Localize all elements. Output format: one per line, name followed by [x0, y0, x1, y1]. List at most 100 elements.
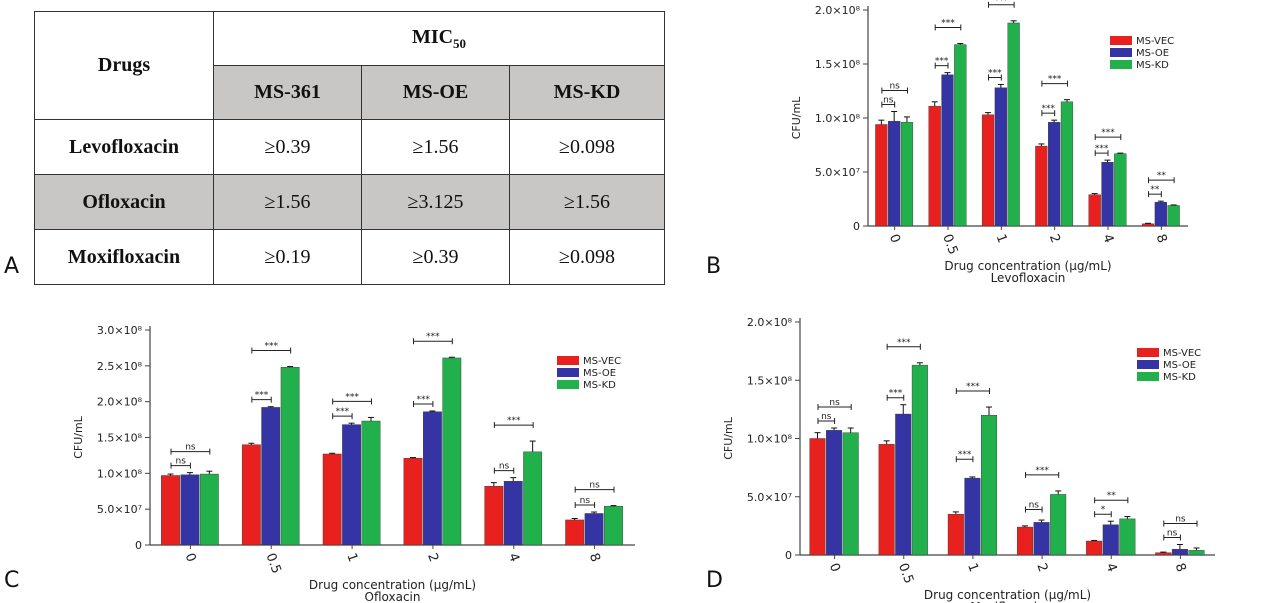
chart-subtitle: Levofloxacin	[991, 271, 1066, 285]
y-tick-label: 2.0×10⁸	[97, 396, 143, 409]
significance-label: ***	[897, 338, 911, 348]
legend-label: MS-KD	[583, 380, 616, 391]
x-axis-label: Drug concentration (μg/mL)	[944, 259, 1111, 273]
drug-name: Moxifloxacin	[34, 229, 214, 285]
x-tick-label: 0.5	[262, 551, 283, 576]
significance-label: ***	[1035, 466, 1049, 476]
y-tick-label: 1.0×10⁸	[747, 433, 793, 446]
mic-value: ≥3.125	[361, 174, 510, 230]
significance-label: ***	[966, 382, 980, 392]
mic-value: ≥0.098	[509, 229, 665, 285]
bar	[1050, 494, 1067, 556]
y-tick-label: 0	[785, 549, 792, 562]
y-tick-label: 5.0×10⁷	[815, 166, 860, 179]
x-tick-label: 4	[1102, 561, 1119, 574]
mic-value: ≥0.39	[213, 119, 362, 175]
significance-label: ***	[265, 342, 279, 352]
y-tick-label: 5.0×10⁷	[97, 503, 142, 516]
significance-label: ns	[889, 82, 900, 92]
significance-label: ns	[883, 96, 894, 106]
mic-value: ≥0.098	[509, 119, 665, 175]
legend-label: MS-KD	[1163, 372, 1196, 383]
x-tick-label: 0	[826, 561, 843, 574]
mic-value: ≥0.39	[361, 229, 510, 285]
y-tick-label: 0	[853, 220, 860, 233]
significance-label: ns	[185, 443, 196, 453]
significance-label: ***	[255, 391, 269, 401]
significance-label: **	[1107, 491, 1117, 501]
bar	[842, 432, 859, 556]
mic-header-text: MIC	[411, 25, 454, 48]
bar	[964, 477, 981, 556]
y-tick-label: 1.5×10⁸	[747, 374, 793, 387]
legend-swatch	[557, 368, 579, 377]
legend-swatch	[1110, 36, 1132, 45]
y-axis-label: CFU/mL	[72, 415, 85, 458]
significance-label: ***	[1101, 128, 1115, 138]
significance-label: ns	[829, 398, 840, 408]
legend-swatch	[1137, 360, 1159, 369]
y-tick-label: 2.0×10⁸	[747, 316, 793, 329]
x-tick-label: 0.5	[939, 232, 960, 257]
table-row: Moxifloxacin ≥0.19 ≥0.39 ≥0.098	[34, 229, 665, 285]
significance-label: *	[1101, 505, 1106, 515]
significance-label: ns	[176, 457, 187, 467]
x-axis-label: Drug concentration (μg/mL)	[924, 588, 1091, 602]
significance-label: ***	[1095, 144, 1109, 154]
legend-label: MS-VEC	[1163, 348, 1201, 359]
significance-label: ***	[988, 69, 1002, 79]
table-row: Ofloxacin ≥1.56 ≥3.125 ≥1.56	[34, 174, 665, 230]
legend-label: MS-KD	[1136, 60, 1169, 71]
panel-letter-d: D	[706, 568, 723, 593]
significance-label: **	[1157, 171, 1167, 181]
significance-label: ***	[336, 407, 350, 417]
legend-label: MS-VEC	[583, 356, 621, 367]
bar	[1102, 524, 1119, 556]
chart-group: 0 5.0×10⁷ 1.0×10⁸ 1.5×10⁸ 2.0×10⁸ 2.5×10⁸ 3.0×…	[72, 324, 635, 603]
y-tick-label: 1.5×10⁸	[815, 58, 861, 71]
x-tick-label: 8	[1172, 561, 1189, 574]
mic-header-subscript: 50	[453, 35, 467, 51]
significance-label: ***	[1042, 104, 1056, 114]
significance-label: ns	[589, 481, 600, 491]
bar	[911, 364, 928, 556]
legend-swatch	[1137, 372, 1159, 381]
chart-group: 0 5.0×10⁷ 1.0×10⁸ 1.5×10⁸ 2.0×10⁸ CFU/mL 0 0.5 1…	[722, 316, 1215, 603]
x-tick-label: 0.5	[895, 561, 916, 586]
significance-label: ***	[507, 416, 521, 426]
panel-letter-c: C	[4, 568, 20, 593]
drug-name: Levofloxacin	[34, 119, 214, 175]
chart-subtitle: Ofloxacin	[365, 590, 421, 603]
legend-label: MS-OE	[583, 368, 616, 379]
bar	[1016, 526, 1033, 556]
mic-value: ≥0.19	[213, 229, 362, 285]
y-tick-label: 1.5×10⁸	[97, 432, 143, 445]
y-tick-label: 1.0×10⁸	[97, 467, 143, 480]
legend-label: MS-OE	[1136, 48, 1169, 59]
legend-swatch	[557, 380, 579, 389]
strain-header: MS-OE	[361, 65, 510, 120]
significance-label: ***	[889, 389, 903, 399]
x-axis-label: Drug concentration (μg/mL)	[309, 578, 476, 592]
panel-letter-a: A	[4, 254, 20, 279]
legend-label: MS-OE	[1163, 360, 1196, 371]
x-tick-label: 1	[964, 561, 981, 574]
x-tick-label: 2	[1033, 561, 1050, 574]
significance-label: ***	[1048, 75, 1062, 85]
significance-label: ***	[995, 0, 1009, 6]
y-tick-label: 2.5×10⁸	[97, 360, 143, 373]
panel-letter-b: B	[706, 254, 722, 279]
legend-swatch	[1137, 348, 1159, 357]
significance-label: ***	[426, 332, 440, 342]
legend-label: MS-VEC	[1136, 36, 1174, 47]
bar	[826, 430, 843, 556]
bar	[1188, 550, 1205, 556]
drugs-header: Drugs	[34, 11, 214, 120]
bar	[1119, 518, 1136, 556]
mic-table: Drugs MIC50 MS-361 MS-OE MS-KD Levofloxa…	[34, 11, 665, 285]
significance-label: ***	[345, 392, 359, 402]
bar	[1171, 548, 1188, 556]
